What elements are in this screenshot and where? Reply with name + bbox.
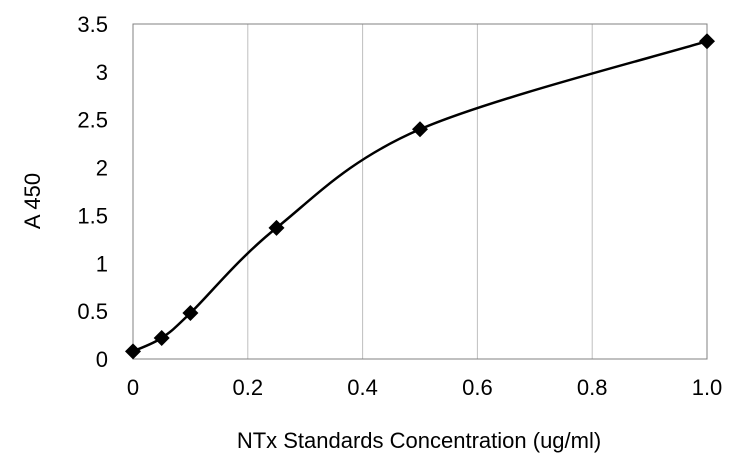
data-point-2 <box>182 305 199 322</box>
y-tick-label-1: 0.5 <box>77 299 108 324</box>
x-tick-label-5: 1.0 <box>692 375 723 400</box>
y-tick-label-6: 3 <box>96 60 108 85</box>
data-point-4 <box>412 121 428 138</box>
y-axis-title: A 450 <box>20 173 45 229</box>
y-tick-label-3: 1.5 <box>77 203 108 228</box>
x-axis-title: NTx Standards Concentration (ug/ml) <box>237 428 601 453</box>
x-tick-label-2: 0.4 <box>347 375 378 400</box>
data-point-1 <box>153 329 170 346</box>
y-tick-label-4: 2 <box>96 156 108 181</box>
series-line <box>132 40 708 353</box>
grid-lines <box>132 24 708 359</box>
data-point-5 <box>699 33 715 50</box>
x-tick-label-0: 0 <box>127 375 139 400</box>
plot-area-frame <box>132 23 708 360</box>
y-axis-tick-labels: 0 0.5 1 1.5 2 2.5 3 3.5 <box>77 12 108 372</box>
x-axis-tick-labels: 0 0.2 0.4 0.6 0.8 1.0 <box>127 375 722 400</box>
x-tick-label-1: 0.2 <box>233 375 264 400</box>
y-tick-label-0: 0 <box>96 347 108 372</box>
x-tick-label-3: 0.6 <box>462 375 493 400</box>
x-tick-label-4: 0.8 <box>577 375 608 400</box>
y-tick-label-5: 2.5 <box>77 108 108 133</box>
data-point-0 <box>125 343 141 360</box>
data-markers <box>125 33 715 360</box>
y-tick-label-2: 1 <box>96 251 108 276</box>
data-point-3 <box>268 219 285 236</box>
y-tick-label-7: 3.5 <box>77 12 108 37</box>
